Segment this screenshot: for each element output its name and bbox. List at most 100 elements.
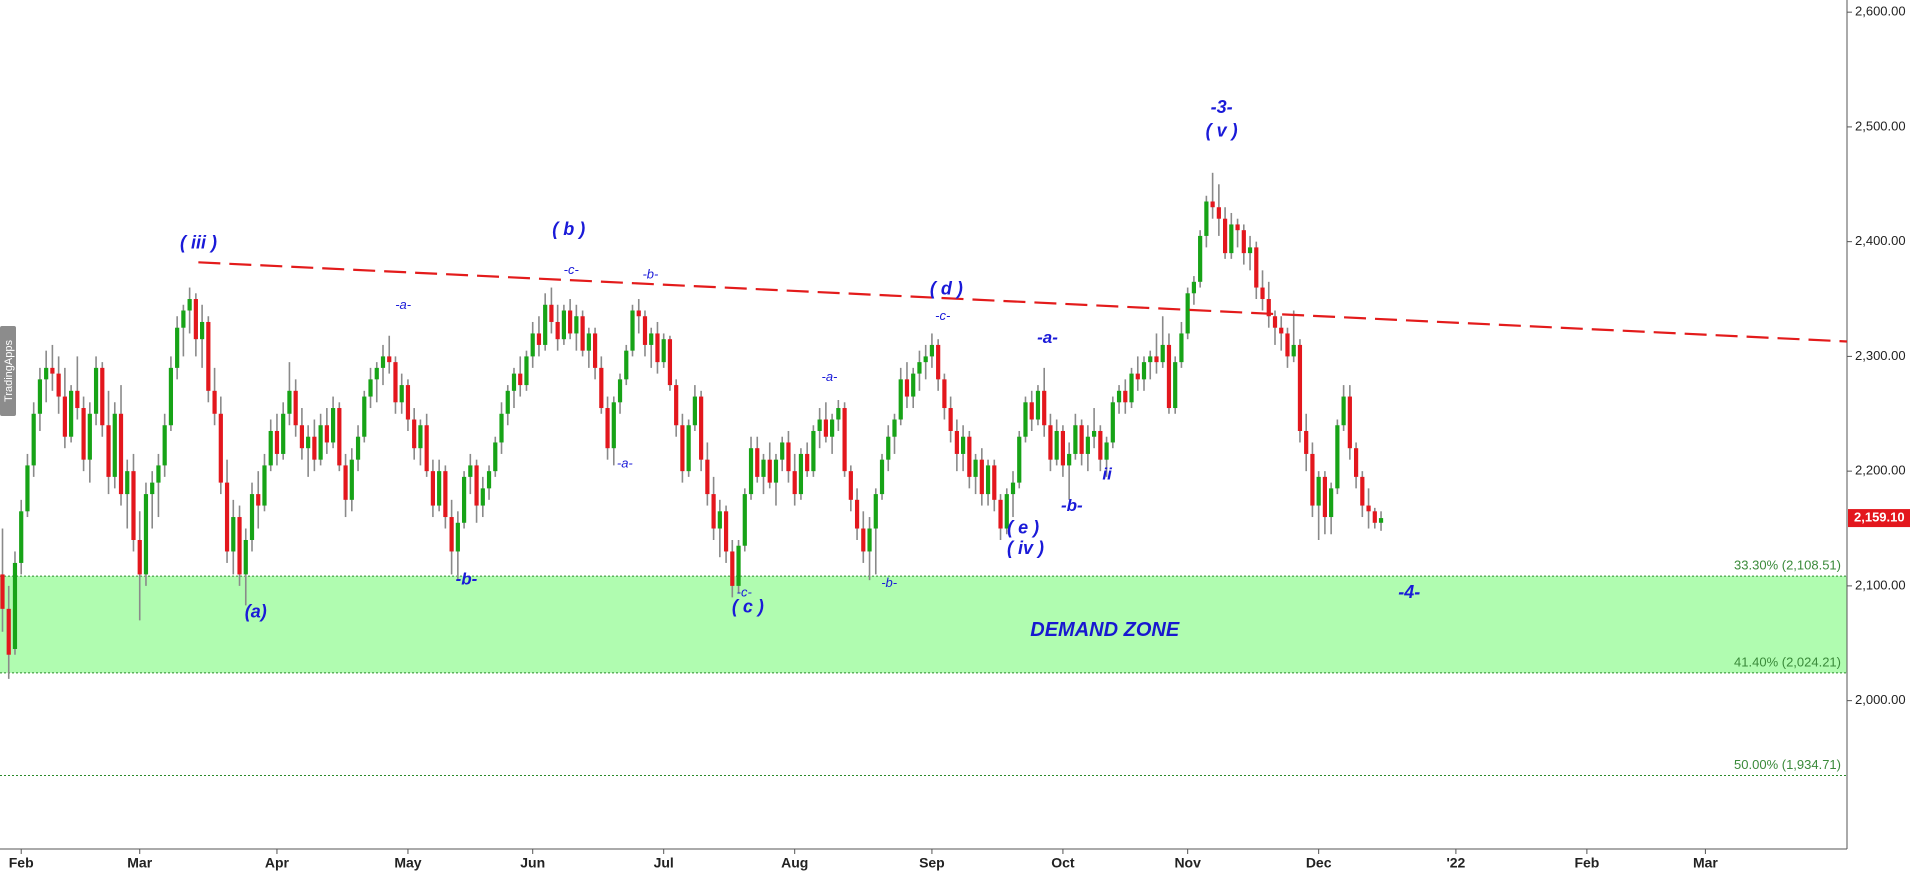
candle-body [511,373,517,391]
candle-body [985,465,991,495]
candle-body [480,488,485,506]
candle-body [1104,442,1109,460]
candle-body [568,310,573,334]
x-tick-label: Oct [1051,855,1075,871]
candle-body [1297,344,1303,431]
candle-body [692,396,697,426]
candle-body [231,517,236,552]
candle-body [1360,476,1365,506]
candle-body [979,459,984,495]
wave-label: -b- [642,267,659,282]
candle-body [37,379,43,414]
y-tick-label: 2,000.00 [1855,692,1906,707]
candle-body [867,528,872,552]
candle-body [617,379,623,403]
candle-body [1316,476,1321,506]
candle-body [1229,224,1234,254]
candle-body [131,471,136,540]
x-tick-label: Jul [654,855,674,871]
x-tick-label: Feb [9,855,34,871]
candle-body [699,396,704,460]
candle-body [1160,344,1165,363]
candle-body [1254,247,1259,288]
candle-body [630,310,635,351]
candle-body [1285,333,1290,357]
zone-label: DEMAND ZONE [1030,619,1180,641]
candle-body [393,362,398,403]
candle-body [929,344,935,357]
candle-body [736,545,741,586]
candle-body [1029,402,1034,420]
candle-body [1166,344,1172,409]
candle-body [549,304,554,322]
candle-body [100,367,105,426]
candle-body [12,562,18,649]
candle-body [904,379,910,397]
candle-body [256,494,261,506]
candle-body [112,413,117,477]
candle-body [842,408,847,472]
candle-body [287,390,292,414]
candle-body [81,408,86,460]
candle-body [380,356,386,368]
candle-body [293,390,298,426]
candle-body [923,356,928,363]
wave-label: ( iii ) [180,232,217,252]
wave-label: -c- [935,308,951,323]
candle-body [717,511,722,529]
candle-body [536,333,542,345]
x-tick-label: Mar [1693,855,1718,871]
candle-body [405,385,411,420]
candle-body [1017,436,1022,483]
candle-body [730,551,735,586]
candle-body [1304,430,1309,454]
y-tick-label: 2,600.00 [1855,4,1906,19]
candle-body [592,333,598,368]
candle-body [193,299,198,340]
candle-body [892,419,897,437]
candle-body [224,482,230,552]
candle-body [486,471,492,489]
candle-body [424,425,429,472]
candle-body [1204,201,1209,236]
candle-body [773,459,779,483]
candle-body [748,448,754,495]
wave-label: -a- [617,455,634,470]
candle-body [836,408,841,420]
candle-body [1260,287,1265,300]
candle-body [742,494,747,546]
x-tick-label: Jun [520,855,545,871]
y-tick-label: 2,100.00 [1855,577,1906,592]
candle-body [624,350,629,380]
fib-label: 50.00% (1,934.71) [1734,757,1841,772]
candle-body [249,494,255,540]
candle-body [150,482,155,495]
candle-body [1272,316,1278,328]
candle-body [680,425,685,472]
candle-body [1173,362,1178,409]
candle-body [330,408,336,443]
wave-label: ( e ) [1007,517,1039,537]
candle-body [6,608,11,655]
candle-body [44,367,49,380]
candle-body [1129,373,1134,403]
x-tick-label: May [394,855,421,871]
candle-body [1085,436,1090,454]
candle-body [69,390,74,437]
candle-body [505,390,510,414]
candle-body [1366,505,1371,512]
candle-body [449,517,454,552]
candle-body [430,471,436,506]
candle-body [268,430,273,466]
candle-body [1235,224,1240,231]
x-tick-label: Feb [1574,855,1599,871]
candle-body [31,413,36,466]
x-tick-label: Sep [919,855,945,871]
wave-label: ii [1102,465,1113,484]
candle-body [137,539,142,575]
candle-body [499,413,504,443]
candle-body [1310,453,1315,506]
candle-body [143,494,149,575]
candle-body [1048,425,1053,460]
